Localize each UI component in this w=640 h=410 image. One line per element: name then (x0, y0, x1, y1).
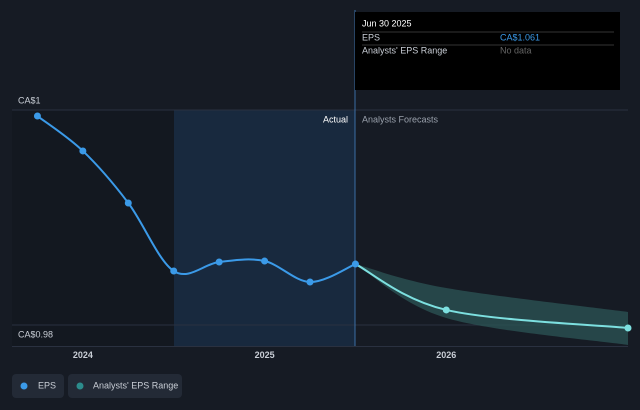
tooltip-box (355, 12, 620, 90)
forecast-point (624, 324, 632, 332)
tooltip-key: Analysts' EPS Range (362, 45, 447, 55)
eps-point (79, 147, 87, 155)
y-tick-label: CA$1 (18, 95, 41, 105)
actual-label: Actual (323, 114, 348, 124)
legend: EPS Analysts' EPS Range (12, 374, 182, 398)
forecast-range (355, 264, 628, 345)
eps-point (261, 257, 269, 265)
eps-line (36, 115, 356, 284)
eps-point (124, 199, 132, 207)
x-tick-label: 2025 (255, 350, 275, 360)
forecast-line (354, 263, 629, 330)
tooltip-value: No data (500, 45, 532, 55)
eps-point (306, 278, 314, 286)
x-tick-label: 2024 (73, 350, 93, 360)
legend-item[interactable] (12, 374, 64, 398)
eps-point (33, 112, 41, 120)
legend-swatch (76, 382, 84, 390)
legend-swatch (20, 382, 28, 390)
past-year-highlight (174, 110, 355, 346)
legend-item[interactable] (68, 374, 182, 398)
forecast-label: Analysts Forecasts (362, 114, 439, 124)
tooltip-key: EPS (362, 32, 380, 42)
legend-label: EPS (38, 380, 56, 390)
eps-point (351, 260, 359, 268)
tooltip: Jun 30 2025 EPS CA$1.061 Analysts' EPS R… (355, 12, 620, 90)
legend-label: Analysts' EPS Range (93, 380, 178, 390)
y-tick-label: CA$0.98 (18, 329, 53, 339)
x-tick-label: 2026 (436, 350, 456, 360)
eps-point (215, 258, 223, 266)
forecast-point (442, 306, 450, 314)
tooltip-value: CA$1.061 (500, 32, 540, 42)
eps-point (170, 267, 178, 275)
past-shade (12, 110, 174, 346)
tooltip-date: Jun 30 2025 (362, 18, 412, 28)
